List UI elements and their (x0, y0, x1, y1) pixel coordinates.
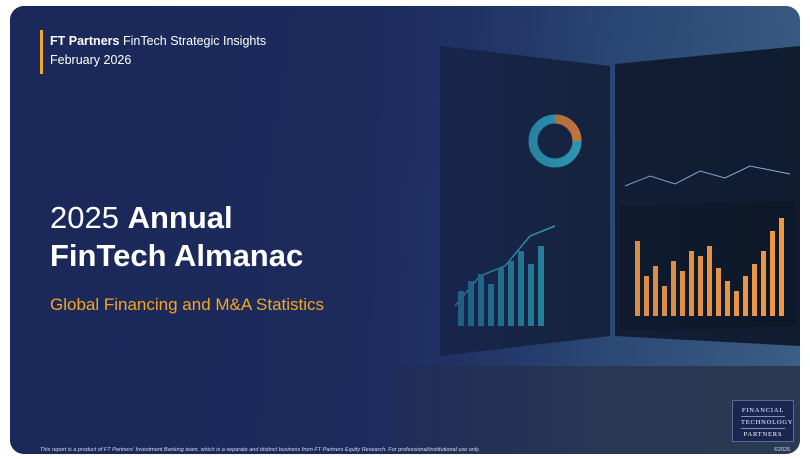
copyright: ©2026 (774, 447, 790, 453)
body: FT Partners FinTech Strategic Insights F… (0, 0, 810, 459)
title-line: 2025 Annual (50, 200, 233, 236)
brand: FT Partners (50, 34, 119, 48)
title: FinTech Almanac (50, 238, 303, 274)
cover: FT Partners FinTech Strategic Insights F… (10, 6, 800, 454)
logo-line: TECHNOLOGY (741, 417, 785, 429)
page: {"header": {"brand": "FT Partners", "ser… (0, 0, 810, 459)
logo: FINANCIAL TECHNOLOGY PARTNERS (732, 400, 794, 442)
logo-line: PARTNERS (741, 429, 785, 440)
year: 2025 (50, 200, 119, 235)
title-word: Annual (128, 200, 233, 235)
disclaimer: This report is a product of FT Partners'… (40, 447, 480, 453)
subtitle: Global Financing and M&A Statistics (50, 295, 324, 315)
brand-line: FT Partners FinTech Strategic Insights (50, 34, 266, 48)
logo-line: FINANCIAL (741, 405, 785, 417)
series: FinTech Strategic Insights (123, 34, 266, 48)
date: February 2026 (50, 53, 131, 67)
accent-bar (40, 30, 43, 74)
